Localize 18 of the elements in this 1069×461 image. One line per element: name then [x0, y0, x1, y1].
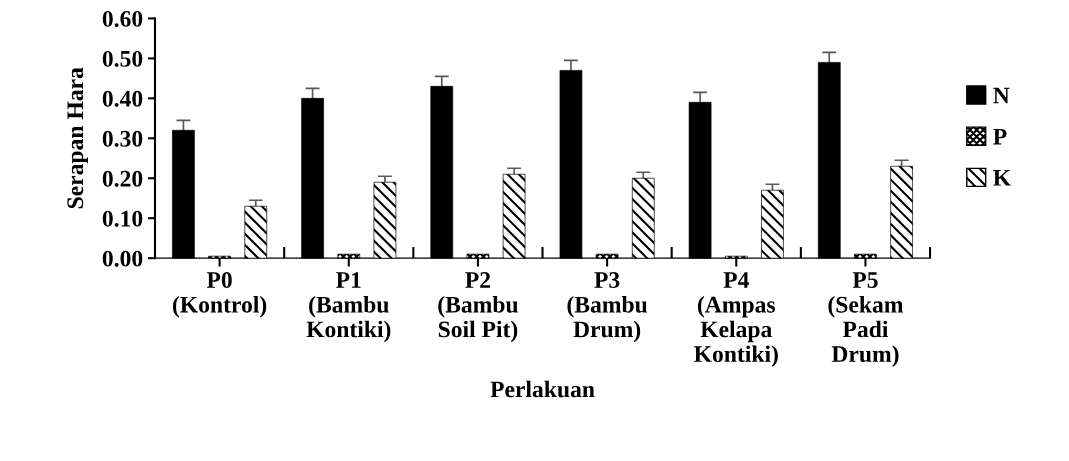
y-tick-label: 0.10	[102, 210, 143, 227]
y-axis-title: Serapan Hara	[67, 67, 88, 209]
x-axis-title: Perlakuan	[490, 380, 595, 398]
y-tick-label: 0.20	[102, 170, 143, 187]
x-tick-label: P2 (Bambu Soil Pit)	[438, 272, 518, 343]
x-tick-label: P5 (Sekam Padi Drum)	[828, 272, 904, 367]
x-tick-label: P4 (Ampas Kelapa Kontiki)	[694, 272, 778, 367]
legend-label: P	[993, 128, 1007, 145]
x-tick-label: P1 (Bambu Kontiki)	[306, 272, 391, 343]
x-tick-label: P3 (Bambu Drum)	[567, 272, 648, 343]
legend-label: K	[993, 170, 1011, 186]
y-tick-label: 0.50	[102, 50, 143, 67]
x-tick-label: P0 (Kontrol)	[172, 272, 267, 318]
y-tick-label: 0.00	[102, 250, 143, 267]
y-tick-label: 0.60	[102, 10, 143, 27]
legend-label: N	[993, 87, 1010, 104]
y-tick-label: 0.40	[102, 90, 143, 107]
y-tick-label: 0.30	[102, 130, 143, 147]
